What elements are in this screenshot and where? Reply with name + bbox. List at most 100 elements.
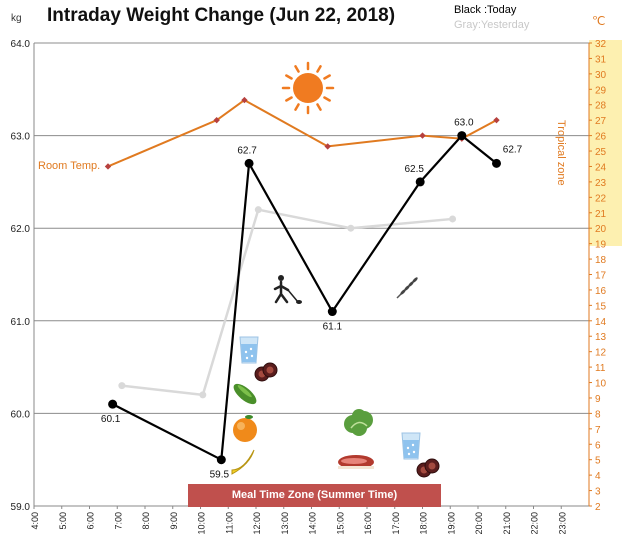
sun-icon bbox=[281, 61, 335, 115]
y-right-tick-label: 30 bbox=[595, 70, 607, 81]
today-point bbox=[492, 158, 501, 168]
y-right-tick-label: 11 bbox=[595, 363, 606, 374]
sun-ray bbox=[316, 65, 322, 73]
today-point bbox=[327, 307, 337, 317]
y-left-tick-label: 59.0 bbox=[11, 502, 31, 513]
y-right-tick-label: 2 bbox=[595, 502, 601, 513]
wheat-grain bbox=[400, 289, 406, 295]
bubble bbox=[249, 347, 253, 351]
legend: Black :Today Gray:Yesterday bbox=[454, 3, 529, 33]
sun-ray bbox=[323, 96, 331, 102]
meat-slices-icon bbox=[416, 458, 440, 478]
x-tick-label: 12:00 bbox=[252, 512, 262, 535]
bubble bbox=[412, 450, 416, 454]
x-tick-label: 22:00 bbox=[530, 512, 540, 535]
y-right-tick-label: 21 bbox=[595, 209, 607, 220]
y-left-tick-label: 62.0 bbox=[11, 224, 31, 235]
y-left-tick-label: 61.0 bbox=[11, 317, 31, 328]
banana-body bbox=[231, 449, 255, 475]
room-temp-point bbox=[104, 163, 112, 170]
room-temp-point bbox=[493, 116, 500, 124]
room-temp-point bbox=[324, 143, 331, 150]
y-right-tick-label: 15 bbox=[595, 301, 607, 312]
yesterday-point bbox=[449, 215, 457, 223]
yesterday-point bbox=[199, 391, 207, 399]
y-right-tick-label: 8 bbox=[595, 409, 601, 420]
lettuce-vein bbox=[350, 421, 368, 429]
y-right-tick-label: 26 bbox=[595, 132, 607, 143]
x-tick-label: 19:00 bbox=[446, 512, 456, 535]
orange-icon bbox=[233, 415, 257, 442]
y-right-tick-label: 4 bbox=[595, 471, 601, 482]
room-temp-point bbox=[213, 116, 220, 124]
x-tick-label: 14:00 bbox=[308, 512, 318, 535]
y-right-tick-label: 19 bbox=[595, 240, 607, 251]
sun-ray bbox=[294, 65, 300, 73]
meat-inner bbox=[266, 366, 274, 374]
cucumber-icon bbox=[233, 383, 257, 405]
x-tick-label: 16:00 bbox=[363, 512, 373, 535]
y-right-tick-label: 17 bbox=[595, 271, 607, 282]
sun-disc bbox=[293, 73, 323, 103]
bubble bbox=[250, 354, 254, 358]
y-right-tick-label: 23 bbox=[595, 178, 607, 189]
legend-yesterday: Gray:Yesterday bbox=[454, 19, 530, 31]
today-point bbox=[415, 177, 425, 187]
wheat-grain bbox=[404, 285, 410, 291]
x-tick-label: 17:00 bbox=[391, 512, 401, 535]
today-data-label: 59.5 bbox=[210, 470, 230, 481]
room-temp-point bbox=[419, 132, 426, 139]
y-right-tick-label: 5 bbox=[595, 456, 601, 467]
left-axis-unit: kg bbox=[11, 13, 22, 24]
meal-time-zone-band: Meal Time Zone (Summer Time) bbox=[188, 484, 441, 507]
y-right-tick-label: 28 bbox=[595, 101, 607, 112]
y-right-tick-label: 7 bbox=[595, 425, 601, 436]
lettuce-icon bbox=[344, 409, 373, 436]
y-right-tick-label: 32 bbox=[595, 39, 607, 50]
today-data-label: 61.1 bbox=[323, 322, 343, 333]
x-tick-label: 10:00 bbox=[197, 512, 207, 535]
y-left-tick-label: 63.0 bbox=[11, 132, 31, 143]
x-tick-label: 7:00 bbox=[113, 512, 123, 530]
person-leash bbox=[287, 289, 299, 303]
x-tick-label: 11:00 bbox=[224, 512, 234, 534]
person-dog bbox=[296, 300, 302, 304]
sun-ray bbox=[285, 74, 293, 80]
y-right-tick-label: 29 bbox=[595, 85, 607, 96]
glass-water bbox=[403, 440, 419, 458]
sun-ray bbox=[316, 103, 322, 111]
meat-slices-icon bbox=[254, 362, 278, 382]
right-axis-unit: ℃ bbox=[592, 14, 606, 28]
x-tick-label: 9:00 bbox=[169, 512, 179, 530]
yesterday-point bbox=[118, 382, 126, 390]
y-right-tick-label: 10 bbox=[595, 379, 607, 390]
x-tick-label: 21:00 bbox=[502, 512, 512, 535]
cucumber-highlight bbox=[237, 385, 252, 398]
today-data-label: 62.7 bbox=[237, 145, 257, 156]
x-tick-label: 23:00 bbox=[557, 512, 567, 535]
banana-icon bbox=[231, 449, 255, 475]
steak-icon bbox=[338, 455, 374, 469]
y-left-tick-label: 64.0 bbox=[11, 39, 31, 50]
x-tick-label: 8:00 bbox=[141, 512, 151, 530]
x-tick-label: 20:00 bbox=[474, 512, 484, 535]
today-point bbox=[216, 455, 226, 465]
y-right-tick-label: 9 bbox=[595, 394, 601, 405]
today-point bbox=[108, 399, 118, 409]
y-right-tick-label: 14 bbox=[595, 317, 607, 328]
tropical-zone-band bbox=[589, 40, 622, 246]
today-data-label: 62.5 bbox=[404, 164, 424, 175]
room-temp-line bbox=[107, 99, 497, 168]
water-glass-icon bbox=[239, 336, 259, 364]
glass-water bbox=[241, 344, 257, 362]
person-head bbox=[278, 275, 284, 281]
orange-leaf bbox=[245, 415, 253, 419]
y-right-tick-label: 16 bbox=[595, 286, 607, 297]
wheat-grain bbox=[408, 281, 414, 287]
y-right-tick-label: 22 bbox=[595, 193, 607, 204]
x-tick-label: 15:00 bbox=[335, 512, 345, 535]
y-right-tick-label: 25 bbox=[595, 147, 607, 158]
y-left-tick-label: 60.0 bbox=[11, 409, 31, 420]
y-right-tick-label: 18 bbox=[595, 255, 607, 266]
